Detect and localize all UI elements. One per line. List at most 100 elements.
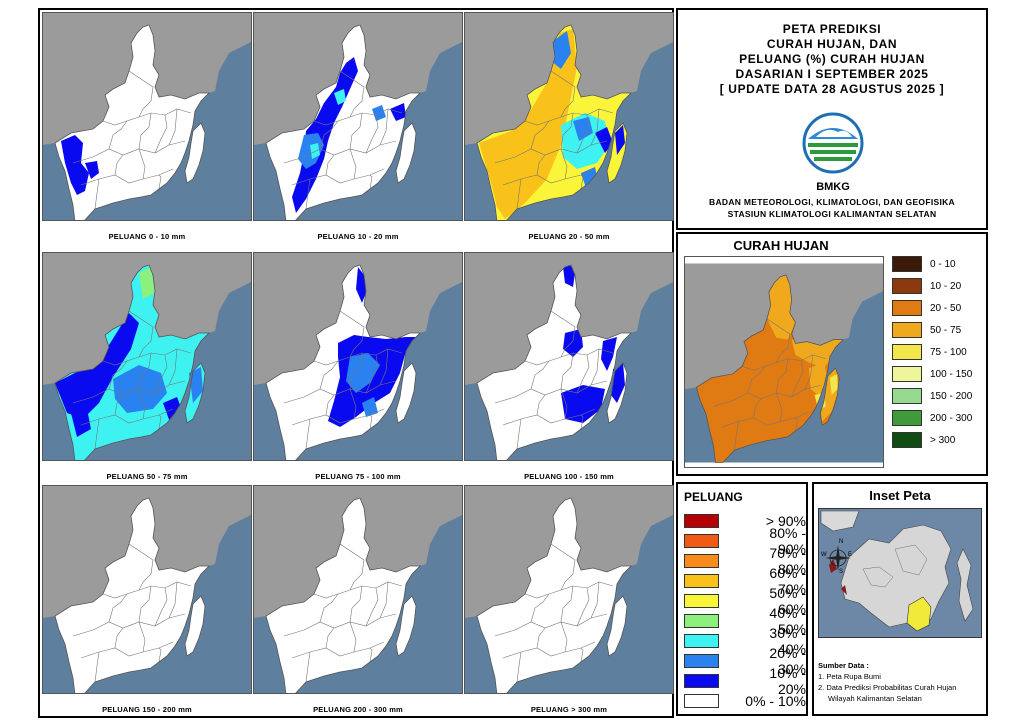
island-outline [395,595,417,657]
legend-label: 20% - 30% [769,644,806,677]
probability-zone [310,143,320,159]
province-outline [476,24,632,220]
island-outline [184,122,206,184]
probability-map-panel [253,12,463,221]
neighbor-land [254,486,462,618]
compass-s: S [839,569,844,575]
legend-swatch [892,388,922,404]
province-outline [54,264,210,460]
panel-map [254,13,462,220]
legend-swatch [684,633,719,648]
district-boundaries [72,70,192,210]
inset-block: Inset Peta N S E W Sumber Data : 1. [812,482,988,716]
island-shape [185,596,205,656]
peluang-legend-item: 50% - 60% [684,585,806,617]
province-outline [476,264,632,460]
island-shape [396,596,416,656]
probability-map-panel [464,252,674,461]
probability-zone [139,267,155,299]
province-outline [54,24,210,220]
legend-label: 30% - 40% [769,624,806,657]
compass-n: N [839,539,844,545]
panel-caption: PELUANG 10 - 20 mm [317,232,399,241]
panel-map [254,486,462,693]
rainfall-legend-item: 0 - 10 [892,254,956,274]
rainfall-legend-item: 50 - 75 [892,320,961,340]
agency-name: BADAN METEOROLOGI, KLIMATOLOGI, DAN GEOF… [709,197,955,207]
peluang-legend-item: 0% - 10% [684,692,806,709]
probability-zone [615,125,625,155]
rainfall-legend-item: 75 - 100 [892,342,967,362]
rainfall-legend-item: 200 - 300 [892,408,972,428]
title-line-4: DASARIAN I SEPTEMBER 2025 [735,67,929,81]
rainfall-legend-item: 150 - 200 [892,386,972,406]
island-outline [819,367,840,427]
panel-map [43,13,251,220]
probability-zone [372,105,386,121]
legend-swatch [892,278,922,294]
probability-zone [85,161,99,179]
legend-swatch [892,432,922,448]
legend-label: 60% - 70% [769,564,806,597]
legend-swatch [684,673,719,688]
legend-swatch [684,553,719,568]
panel-caption: PELUANG 100 - 150 mm [524,472,614,481]
legend-swatch [684,513,719,528]
legend-swatch [892,322,922,338]
province-shape [696,274,844,463]
peluang-legend-item: 10% - 20% [684,665,806,697]
peluang-legend-item: 40% - 50% [684,605,806,637]
panel-caption: PELUANG 150 - 200 mm [102,705,192,714]
province-shape [266,498,420,693]
peluang-legend-item: 70% - 80% [684,545,806,577]
inset-heading: Inset Peta [869,488,931,503]
legend-label: 0% - 10% [745,692,806,709]
panel-caption: PELUANG > 300 mm [530,705,608,714]
panel-caption: PELUANG 50 - 75 mm [106,472,188,481]
legend-swatch [892,410,922,426]
compass-icon [825,545,851,571]
peluang-legend-item: 30% - 40% [684,625,806,657]
legend-label: 40% - 50% [769,604,806,637]
district-boundaries [283,310,403,450]
province-shape [55,498,209,693]
title-line-3: PELUANG (%) CURAH HUJAN [739,52,925,66]
island-shape [396,123,416,183]
district-boundaries [713,318,827,451]
probability-zones [61,135,99,195]
source-2: 2. Data Prediksi Probabilitas Curah Huja… [818,683,957,692]
peluang-legend-item: 20% - 30% [684,645,806,677]
source-1: 1. Peta Rupa Bumi [818,672,881,681]
neighbor-land [465,13,673,145]
neighbor-land [465,253,673,385]
rainfall-legend-item: 10 - 20 [892,276,961,296]
probability-zone [362,397,378,417]
title-line-1: PETA PREDIKSI [782,22,882,36]
peluang-heading: PELUANG [684,490,743,504]
neighbor-land [254,13,462,145]
island-outline [395,362,417,424]
compass-rose: N S E W [821,539,853,577]
legend-label: 10% - 20% [769,664,806,697]
legend-label: 75 - 100 [930,346,967,358]
legend-label: > 90% [765,512,806,529]
inset-map: N S E W [818,508,982,638]
probability-zone [563,265,575,287]
probability-zone [595,127,613,153]
probability-zone [61,135,89,195]
legend-label: 50% - 60% [769,584,806,617]
district-boundaries [283,543,403,683]
probability-zone [479,29,577,219]
rainfall-zone [829,373,838,395]
title-line-2: CURAH HUJAN, DAN [766,37,898,51]
neighbor-land [43,486,251,618]
probability-zone [563,329,583,357]
source-3: Wilayah Kalimantan Selatan [828,694,922,703]
island-outline [606,122,628,184]
rainfall-legend-item: 20 - 50 [892,298,961,318]
bmkg-logo: BMKG [802,112,864,193]
probability-map-panel [464,12,674,221]
panel-caption: PELUANG 75 - 100 mm [315,472,401,481]
probability-zone [346,353,380,393]
panel-map [465,486,673,693]
